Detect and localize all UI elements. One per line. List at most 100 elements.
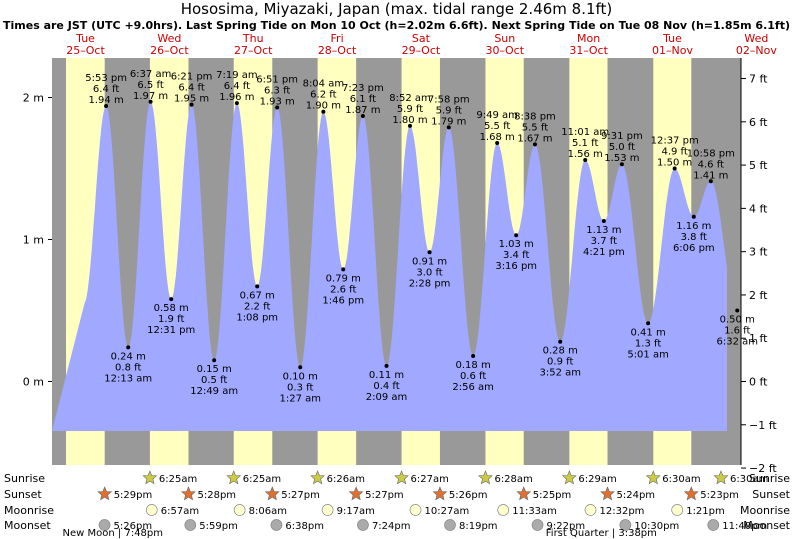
tide-point <box>495 140 500 145</box>
tide-label: 3.0 ft <box>416 267 442 278</box>
tide-point <box>298 365 303 370</box>
day-header-dow: Wed <box>744 32 768 45</box>
tide-label: 0.8 ft <box>115 362 141 373</box>
sunrise-time: 6:25am <box>243 474 281 485</box>
day-header-dow: Thu <box>242 32 264 45</box>
day-header-date: 01–Nov <box>652 44 693 57</box>
sunset-icon <box>516 486 532 501</box>
day-header-dow: Tue <box>662 32 682 45</box>
tide-label: 3.8 ft <box>681 232 707 243</box>
y-tick-label-ft: −1 ft <box>749 419 777 432</box>
tide-label: 5:01 am <box>627 349 669 360</box>
sun-moon-rows: Sunrise Sunrise Sunset Sunset Moonrise Moonri… <box>4 470 791 539</box>
sunset-icon <box>683 486 699 501</box>
tide-label: 1.93 m <box>260 96 295 107</box>
tide-label: 9:31 pm <box>601 131 643 142</box>
day-header-dow: Sat <box>412 32 431 45</box>
tide-label: 6:51 pm <box>256 74 298 85</box>
tide-label: 7:19 am <box>216 70 258 81</box>
moonset-icon <box>444 519 456 531</box>
day-header-dow: Tue <box>75 32 95 45</box>
sunset-icon <box>97 486 113 501</box>
moonset-icon <box>707 519 720 531</box>
tide-label: 10:58 pm <box>687 148 735 159</box>
chart-subtitle: Times are JST (UTC +9.0hrs). Last Spring… <box>3 19 790 32</box>
tide-label: 12:37 pm <box>651 136 699 147</box>
tide-label: 4.9 ft <box>661 147 687 158</box>
moonrise-time: 8:06am <box>249 506 287 517</box>
tide-label: 0.91 m <box>412 256 447 267</box>
tide-label: 1:27 am <box>279 393 321 404</box>
sunrise-icon <box>226 470 242 485</box>
tide-point <box>255 284 260 289</box>
tide-point <box>126 345 131 350</box>
tide-point <box>735 308 740 313</box>
tide-label: 0.58 m <box>154 303 189 314</box>
right-axis-strip <box>727 58 741 465</box>
sunset-time: 5:28pm <box>197 490 236 501</box>
sunset-time: 5:25pm <box>533 490 572 501</box>
tide-point <box>446 125 451 130</box>
row-label-right: Moonset <box>743 519 790 532</box>
moonset-time: 11:40pm <box>722 521 767 532</box>
y-tick-label-m: 0 m <box>23 376 44 389</box>
moonrise-time: 11:33am <box>512 506 557 517</box>
tide-label: 1.96 m <box>219 92 254 103</box>
sunrise-time: 6:27am <box>411 474 449 485</box>
tide-label: 1.16 m <box>676 221 711 232</box>
tide-point <box>275 105 280 110</box>
tide-point <box>672 166 677 171</box>
moonrise-time: 9:17am <box>337 506 375 517</box>
sunrise-time: 6:25am <box>159 474 197 485</box>
tide-point <box>619 162 624 167</box>
moonset-time: 10:30pm <box>634 521 679 532</box>
day-header-date: 26–Oct <box>150 44 189 57</box>
tide-label: 2.2 ft <box>244 301 270 312</box>
tide-label: 1.3 ft <box>635 338 661 349</box>
moonrise-icon <box>671 504 684 516</box>
tide-label: 0.6 ft <box>460 371 486 382</box>
sunrise-icon <box>561 470 577 485</box>
tide-point <box>407 123 412 128</box>
row-label-left: Moonrise <box>4 504 54 517</box>
moonset-icon <box>357 519 369 531</box>
tide-label: 3:52 am <box>539 368 581 379</box>
sunrise-time: 6:29am <box>578 474 616 485</box>
tide-label: 4:21 pm <box>583 247 625 258</box>
tide-label: 0.15 m <box>197 364 232 375</box>
day-header: Tue25–OctWed26–OctThu27–OctFri28–OctSat2… <box>66 32 777 57</box>
tide-label: 0.28 m <box>543 346 578 357</box>
tide-label: 6.2 ft <box>310 90 336 101</box>
day-header-date: 30–Oct <box>486 44 525 57</box>
tide-point <box>341 267 346 272</box>
moonset-icon <box>184 519 197 531</box>
tide-label: 1.13 m <box>586 225 621 236</box>
tide-point <box>169 297 174 302</box>
tide-label: 5.0 ft <box>609 142 635 153</box>
tide-label: 0.18 m <box>456 360 491 371</box>
y-tick-label-ft: 5 ft <box>749 159 768 172</box>
tide-series <box>52 102 727 431</box>
tide-label: 1.50 m <box>657 158 692 169</box>
tide-point <box>360 113 365 118</box>
day-header-dow: Mon <box>577 32 600 45</box>
chart-title: Hososima, Miyazaki, Japan (max. tidal ra… <box>180 0 613 18</box>
tide-label: 1:46 pm <box>322 295 364 306</box>
sunset-icon <box>348 486 364 501</box>
day-header-date: 31–Oct <box>569 44 608 57</box>
row-label-right: Moonrise <box>740 504 790 517</box>
tide-label: 0.11 m <box>369 370 404 381</box>
tide-label: 12:49 am <box>190 386 238 397</box>
sunset-time: 5:29pm <box>114 490 153 501</box>
tide-label: 1.6 ft <box>724 326 750 337</box>
tide-label: 0.50 m <box>720 315 755 326</box>
tide-point <box>558 339 563 344</box>
sunrise-time: 6:26am <box>327 474 365 485</box>
y-tick-label-ft: 3 ft <box>749 246 768 259</box>
tide-point <box>321 109 326 114</box>
tide-point <box>384 363 389 368</box>
moonset-time: 5:59pm <box>199 521 238 532</box>
tide-label: 6.5 ft <box>137 80 163 91</box>
tide-label: 4.6 ft <box>698 159 724 170</box>
